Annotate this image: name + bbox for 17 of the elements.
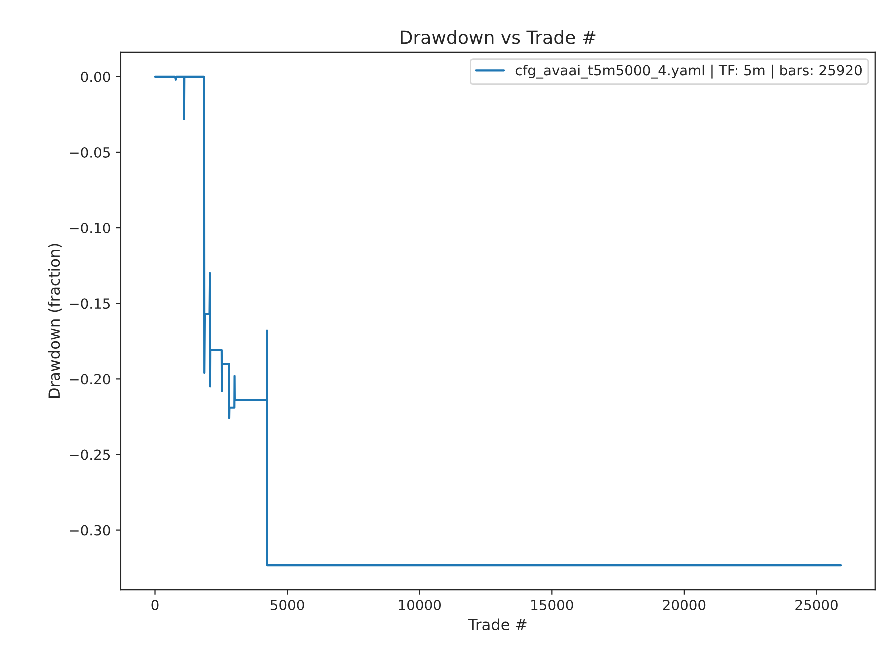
chart-title: Drawdown vs Trade # xyxy=(401,30,596,44)
x-tick-label: 20000 xyxy=(663,600,706,610)
x-tick-label: 10000 xyxy=(399,600,442,610)
y-tick-label: −0.10 xyxy=(70,223,110,234)
x-tick-label: 15000 xyxy=(532,600,574,610)
legend-label: cfg_avaai_t5m5000_4.yaml | TF: 5m | bars: 25920 xyxy=(516,64,862,79)
y-tick-label: −0.05 xyxy=(70,147,110,158)
x-tick-label: 25000 xyxy=(796,600,838,610)
x-tick-label: 5000 xyxy=(270,600,304,610)
y-tick-label: −0.20 xyxy=(70,374,110,385)
x-axis-title: Trade # xyxy=(468,618,527,631)
y-tick-label: −0.25 xyxy=(70,450,110,460)
y-tick-label: −0.15 xyxy=(70,298,110,310)
x-tick-label: 0 xyxy=(152,600,159,610)
y-tick-label: −0.30 xyxy=(70,525,110,536)
y-tick-label: 0.00 xyxy=(81,72,110,82)
y-axis-title: Drawdown (fraction) xyxy=(48,244,62,398)
